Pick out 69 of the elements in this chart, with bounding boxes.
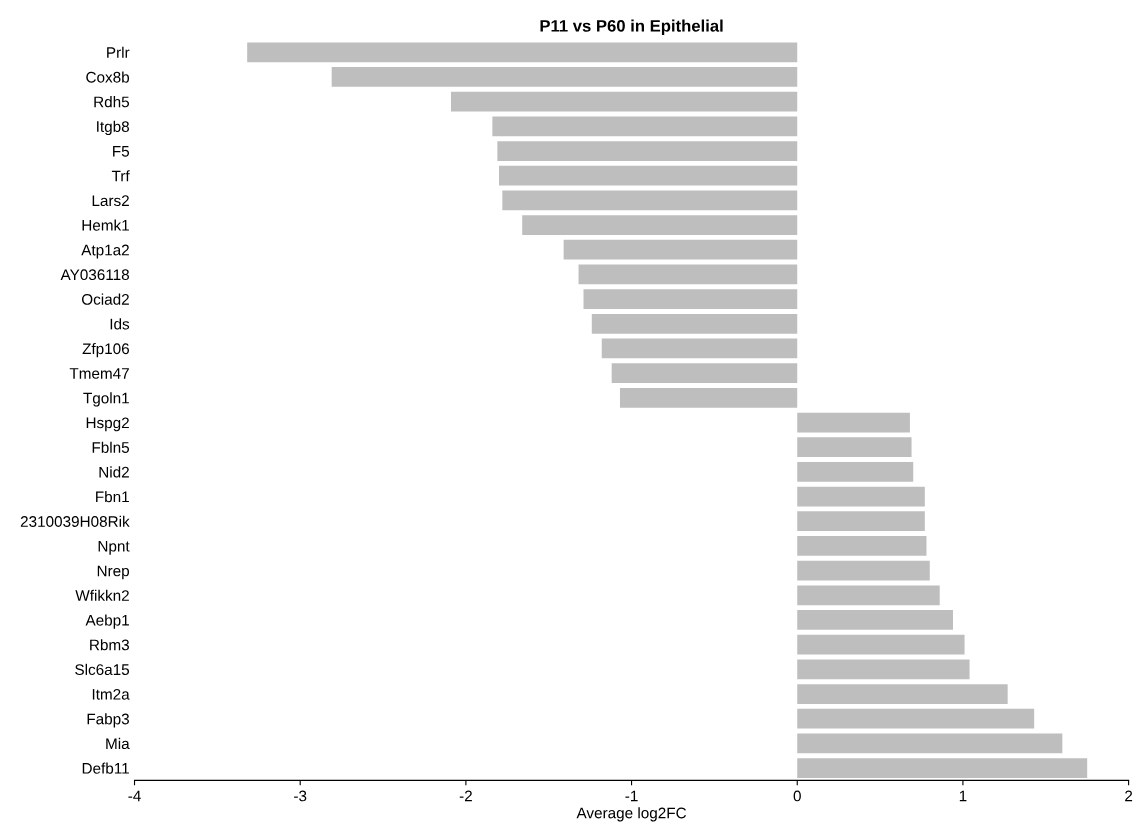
- bar: [797, 585, 940, 606]
- bar: [563, 239, 798, 260]
- bar: [797, 634, 965, 655]
- y-tick-label: Rdh5: [94, 96, 130, 108]
- bar: [797, 437, 912, 458]
- bar: [797, 659, 970, 680]
- y-tick-label: Prlr: [107, 46, 130, 58]
- x-tick-label: -3: [294, 790, 307, 802]
- y-tick-label: Cox8b: [86, 71, 130, 83]
- y-tick-label: Slc6a15: [75, 663, 130, 676]
- bar: [797, 412, 910, 433]
- y-tick-label: Hspg2: [86, 417, 129, 432]
- bar: [797, 733, 1063, 754]
- y-tick-label: Fbln5: [92, 441, 130, 453]
- y-tick-label: Nid2: [99, 466, 129, 478]
- bar: [797, 610, 953, 630]
- bar: [502, 190, 798, 211]
- bar: [450, 91, 798, 112]
- bar: [499, 165, 798, 186]
- y-tick-label: Nrep: [97, 565, 130, 580]
- y-tick-label: Itm2a: [92, 688, 130, 700]
- y-tick-label: Ociad2: [81, 293, 129, 305]
- y-tick-label: 2310039H08Rik: [20, 515, 130, 527]
- bar: [578, 264, 798, 285]
- bar: [601, 338, 798, 359]
- bar: [797, 684, 1008, 704]
- x-tick-label: -4: [128, 790, 141, 802]
- bar: [797, 708, 1035, 729]
- bar: [611, 363, 798, 384]
- y-tick-label: Rbm3: [90, 639, 129, 651]
- y-tick-label: Npnt: [98, 540, 130, 555]
- x-tick-label: -2: [459, 790, 472, 802]
- x-tick-label: -1: [625, 790, 638, 802]
- bar: [247, 42, 798, 63]
- y-tick-label: AY036118: [60, 269, 129, 281]
- bar: [797, 560, 930, 581]
- bar: [797, 486, 925, 507]
- x-tick-label: 0: [793, 790, 801, 802]
- y-tick-label: Ids: [110, 318, 130, 330]
- bar: [797, 536, 927, 556]
- bar: [797, 462, 914, 482]
- y-tick-label: Defb11: [82, 762, 129, 774]
- bar: [492, 116, 798, 137]
- y-tick-label: Aebp1: [85, 614, 129, 629]
- x-tick-label: 2: [1125, 790, 1133, 802]
- y-tick-label: Fabp3: [87, 713, 129, 728]
- y-tick-label: Wfikkn2: [75, 589, 129, 601]
- y-tick-label: Tmem47: [69, 368, 129, 379]
- x-tick-label: 1: [959, 790, 967, 802]
- bar: [331, 67, 798, 87]
- bar: [797, 511, 925, 532]
- bar: [583, 289, 798, 309]
- bar: [522, 215, 798, 235]
- y-tick-label: F5: [113, 146, 130, 157]
- y-tick-label: Zfp106: [82, 342, 129, 358]
- y-tick-label: Hemk1: [82, 219, 129, 231]
- y-tick-label: Tgoln1: [83, 392, 129, 407]
- bar: [797, 758, 1088, 778]
- y-tick-label: Itgb8: [97, 120, 129, 136]
- y-tick-label: Lars2: [92, 195, 129, 207]
- y-tick-label: Fbn1: [96, 491, 129, 503]
- chart-title: P11 vs P60 in Epithelial: [540, 19, 723, 36]
- bar: [591, 313, 798, 334]
- y-tick-label: Mia: [106, 737, 130, 750]
- bar: [497, 141, 798, 161]
- y-tick-label: Atp1a2: [81, 244, 129, 259]
- x-axis-title: Average log2FC: [576, 807, 687, 822]
- y-tick-label: Trf: [111, 170, 130, 182]
- bar: [619, 387, 798, 408]
